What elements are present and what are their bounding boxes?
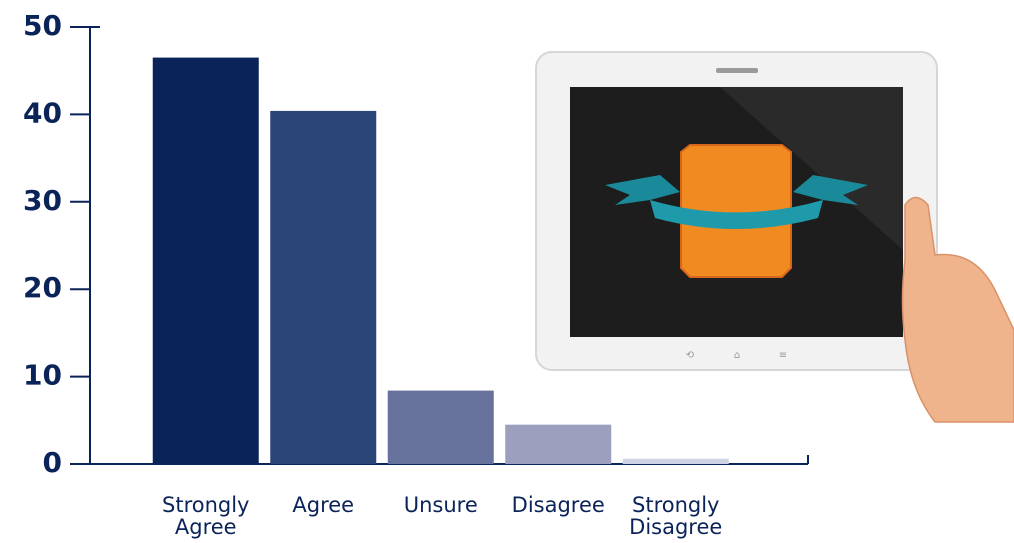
bar <box>622 458 729 464</box>
y-tick-label: 10 <box>23 359 62 392</box>
bar <box>152 57 259 465</box>
x-tick-label: Agree <box>292 493 355 517</box>
bar <box>270 110 377 465</box>
x-tick-label: Unsure <box>403 493 478 517</box>
svg-text:⟲: ⟲ <box>686 350 695 361</box>
x-tick-label: Strongly Disagree <box>629 493 723 539</box>
y-tick-label: 30 <box>23 184 62 217</box>
bar <box>387 390 494 464</box>
y-tick-label: 20 <box>23 271 62 304</box>
svg-text:⌂: ⌂ <box>734 350 740 361</box>
y-tick-label: 50 <box>23 9 62 42</box>
svg-text:≡: ≡ <box>779 350 787 361</box>
y-tick-label: 0 <box>43 446 62 479</box>
x-tick-label: Disagree <box>511 493 605 517</box>
bar <box>505 424 612 464</box>
x-tick-label: Strongly Agree <box>162 493 250 539</box>
tablet-illustration: ⟲ ⌂ ≡ <box>535 51 1014 423</box>
y-tick-label: 40 <box>23 96 62 129</box>
